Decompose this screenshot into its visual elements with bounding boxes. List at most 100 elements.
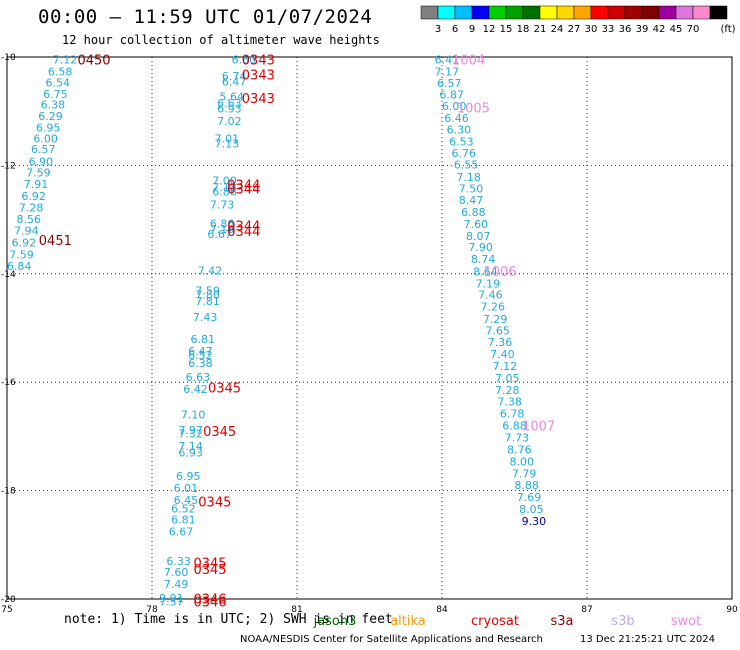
- swh-value-label: 7.00: [212, 175, 237, 188]
- footer-timestamp: 13 Dec 21:25:21 UTC 2024: [580, 634, 715, 645]
- x-tick-label: 87: [581, 605, 592, 615]
- swh-value-label: 6.93: [178, 447, 203, 460]
- swh-value-label: 9.91: [159, 592, 184, 605]
- swh-value-label: 6.42: [183, 383, 208, 396]
- swh-value-label: 7.02: [217, 115, 242, 128]
- swh-value-label: 6.29: [38, 110, 63, 123]
- swh-value-label: 7.81: [195, 295, 220, 308]
- colorbar-label: 12: [483, 24, 496, 35]
- swh-value-label: 6.81: [191, 333, 216, 346]
- swh-value-label: 7.97: [178, 424, 203, 437]
- swh-value-label: 7.80: [195, 288, 220, 301]
- swh-value-label: 7.79: [512, 467, 537, 480]
- colorbar-label: 6: [452, 24, 458, 35]
- swh-value-label: 7.43: [193, 311, 218, 324]
- x-tick-label: 84: [436, 605, 448, 615]
- swh-value-label: 8.05: [519, 503, 544, 516]
- swh-value-label: 6.75: [43, 88, 68, 101]
- x-tick-label: 78: [146, 605, 158, 615]
- swh-value-label: 7.60: [464, 218, 489, 231]
- swh-value-label: 8.07: [466, 230, 491, 243]
- legend-entry-swot: swot: [671, 614, 701, 629]
- swh-value-label: 7.65: [485, 325, 510, 338]
- swh-value-label: 6.53: [449, 136, 474, 149]
- swh-value-label: 7.42: [198, 265, 223, 278]
- swh-value-label: 7.19: [476, 278, 501, 291]
- pass-time-label: 0345: [208, 382, 241, 397]
- colorbar-label: 21: [534, 24, 547, 35]
- colorbar-label: 15: [500, 24, 513, 35]
- swh-value-label: 6.57: [31, 143, 56, 156]
- swh-value-label: 7.94: [14, 224, 39, 237]
- swh-value-label: 8.00: [510, 455, 535, 468]
- colorbar-label: 3: [435, 24, 441, 35]
- swh-value-label: 6.00: [33, 132, 58, 145]
- y-tick-label: -12: [1, 161, 16, 171]
- chart-subtitle: 12 hour collection of altimeter wave hei…: [62, 33, 380, 47]
- swh-value-label: 7.16: [210, 223, 235, 236]
- pass-time-label: 0345: [193, 563, 226, 578]
- swh-value-label: 7.57: [159, 596, 184, 609]
- x-tick-label: 90: [726, 605, 738, 615]
- swh-value-label: 7.90: [468, 241, 493, 254]
- colorbar-label: 27: [568, 24, 581, 35]
- swh-value-label: 6.67: [207, 228, 232, 241]
- swh-value-label: 7.10: [181, 409, 206, 422]
- pass-time-label: 0343: [242, 54, 275, 69]
- swh-value-label: 6.58: [48, 66, 73, 79]
- swh-value-label: 6.47: [222, 75, 247, 88]
- swh-value-label: 7.14: [178, 440, 203, 453]
- pass-time-label: 0346: [193, 596, 226, 611]
- swh-value-label: 6.52: [171, 502, 196, 515]
- colorbar-label: 18: [517, 24, 530, 35]
- swh-value-label: 8.74: [471, 253, 496, 266]
- colorbar-label: 33: [602, 24, 615, 35]
- swh-value-label: 6.88: [461, 206, 486, 219]
- swh-value-label: 7.28: [495, 384, 520, 397]
- swh-value-label: 6.45: [174, 494, 199, 507]
- swh-value-label: 7.59: [195, 285, 220, 298]
- swh-value-label: 6.93: [217, 102, 242, 115]
- swh-value-label: 5.64: [220, 91, 245, 104]
- swh-value-label: 6.86: [212, 185, 237, 198]
- pass-time-label: 0450: [77, 54, 110, 69]
- swh-value-label: 7.29: [483, 313, 508, 326]
- swh-value-label: 7.49: [164, 578, 189, 591]
- swh-value-label: 6.41: [435, 54, 460, 67]
- pass-time-label: 0344: [227, 225, 260, 240]
- swh-value-label: 6.47: [188, 345, 213, 358]
- colorbar-label: 45: [670, 24, 683, 35]
- swh-value-label: 7.60: [164, 566, 189, 579]
- y-tick-label: -20: [1, 595, 16, 605]
- swh-value-label: 7.28: [19, 202, 44, 215]
- swh-value-label: 7.01: [215, 132, 240, 145]
- legend-entry-jason3: jason3: [313, 614, 357, 629]
- legend-entry-s3b: s3b: [611, 614, 634, 629]
- pass-time-label: 1004: [452, 54, 485, 69]
- footer-note: note: 1) Time is in UTC; 2) SWH is in fe…: [64, 612, 393, 627]
- y-tick-label: -14: [1, 270, 16, 280]
- pass-time-label: 0343: [242, 92, 275, 107]
- x-tick-label: 75: [1, 605, 12, 615]
- swh-value-label: 6.92: [21, 190, 46, 203]
- swh-value-label: 7.17: [435, 66, 460, 79]
- swh-value-label: 7.50: [459, 183, 484, 196]
- pass-time-label: 0451: [39, 234, 72, 249]
- swh-value-label: 6.95: [36, 121, 61, 134]
- swh-value-label: 7.73: [505, 431, 530, 444]
- swh-value-label: 6.57: [437, 77, 462, 90]
- colorbar-label: 42: [653, 24, 666, 35]
- swh-value-label: 7.18: [212, 181, 237, 194]
- swh-value-label: 6.90: [29, 156, 54, 169]
- swh-value-label: 7.59: [26, 166, 51, 179]
- swh-value-label: 6.38: [188, 357, 213, 370]
- pass-time-label: 0344: [227, 183, 260, 198]
- y-tick-label: -18: [1, 487, 16, 497]
- y-tick-label: -16: [1, 378, 16, 388]
- swh-value-label: 6.81: [171, 513, 196, 526]
- footer-credit: NOAA/NESDIS Center for Satellite Applica…: [240, 634, 543, 645]
- swh-value-label: 6.52: [188, 349, 213, 362]
- swh-value-label: 6.55: [454, 158, 479, 171]
- satellite-legend: jason3 altika cryosat s3a s3b swot: [313, 614, 702, 629]
